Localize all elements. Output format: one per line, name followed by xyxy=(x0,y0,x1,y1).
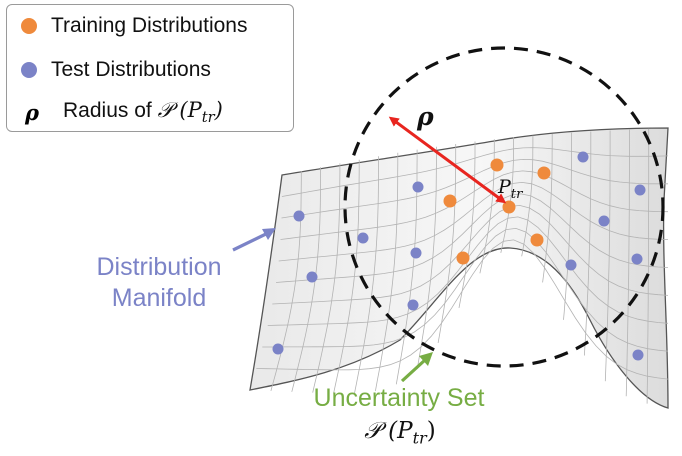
legend: Training Distributions Test Distribution… xyxy=(6,4,294,132)
test-point xyxy=(293,210,305,222)
test-point xyxy=(410,247,422,259)
manifold-outline xyxy=(249,127,669,409)
uncertainty-math-close: ) xyxy=(426,418,436,444)
test-point xyxy=(598,215,610,227)
test-point xyxy=(357,232,369,244)
training-point xyxy=(537,166,551,180)
legend-radius-math-close: ) xyxy=(214,97,223,122)
training-point xyxy=(443,194,457,208)
legend-radius-math-sub: tr xyxy=(201,109,215,127)
test-point xyxy=(631,253,643,265)
grid-line xyxy=(256,239,669,380)
manifold-pointer-head xyxy=(262,228,276,240)
uncertainty-math-sub: tr xyxy=(412,428,427,448)
ptr-main: P xyxy=(498,176,511,198)
uncertainty-set-math: 𝒫 (Ptr) xyxy=(312,418,488,448)
ptr-label: Ptr xyxy=(498,176,523,202)
blue-circle-icon xyxy=(21,62,37,78)
legend-radius-math-main: 𝒫 (P xyxy=(157,97,202,122)
radius-arrow xyxy=(388,116,507,204)
manifold-pointer-arrow xyxy=(232,231,269,252)
test-point xyxy=(412,181,424,193)
legend-radius-math: 𝒫 (Ptr) xyxy=(157,97,223,126)
test-points xyxy=(272,151,646,361)
test-point xyxy=(577,151,589,163)
ptr-sub: tr xyxy=(510,186,523,202)
legend-item-radius: ρ Radius of 𝒫 (Ptr) xyxy=(7,97,223,127)
legend-item-test: Test Distributions xyxy=(7,55,211,85)
test-point xyxy=(272,343,284,355)
test-point xyxy=(632,349,644,361)
test-point xyxy=(407,299,419,311)
legend-label-training: Training Distributions xyxy=(51,14,248,37)
uncertainty-circle xyxy=(343,46,665,368)
training-point-ptr xyxy=(502,200,516,214)
test-point xyxy=(306,271,318,283)
orange-circle-icon xyxy=(21,18,37,34)
uncertainty-pointer-arrow xyxy=(400,358,427,383)
test-point xyxy=(565,259,577,271)
test-point xyxy=(634,184,646,196)
training-point xyxy=(456,251,470,265)
uncertainty-pointer-head xyxy=(419,352,433,366)
training-point xyxy=(530,233,544,247)
rho-symbol: ρ xyxy=(25,99,39,125)
manifold-label-line2: Manifold xyxy=(111,284,207,312)
legend-label-radius: Radius of 𝒫 (Ptr) xyxy=(63,98,223,126)
grid-line xyxy=(262,227,669,352)
grid-line xyxy=(278,181,669,262)
manifold-label-line1: Distribution xyxy=(96,253,222,281)
uncertainty-math-main: 𝒫 (P xyxy=(364,418,413,444)
rho-label: ρ xyxy=(417,102,434,131)
grid-line xyxy=(275,193,669,283)
training-point xyxy=(490,158,504,172)
distribution-manifold-label: Distribution Manifold xyxy=(66,252,252,314)
grid-line xyxy=(272,204,669,305)
legend-item-training: Training Distributions xyxy=(7,11,247,41)
legend-radius-text: Radius of xyxy=(63,98,152,122)
legend-label-test: Test Distributions xyxy=(51,58,211,81)
uncertainty-set-label: Uncertainty Set xyxy=(313,384,485,412)
